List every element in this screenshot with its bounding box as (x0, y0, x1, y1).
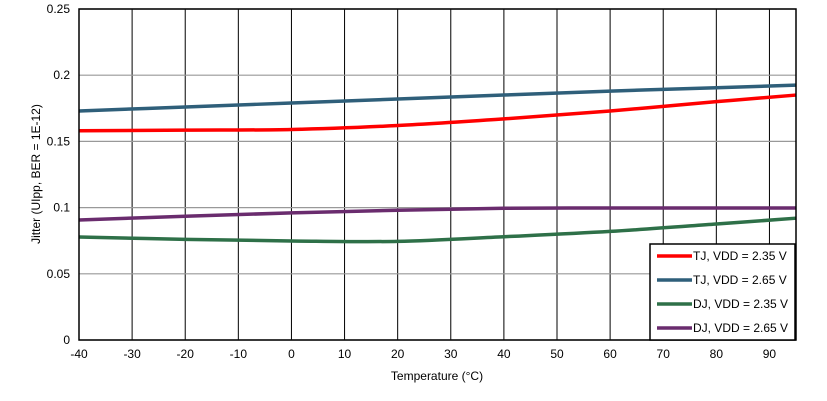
x-tick-label: 50 (550, 347, 564, 361)
y-tick-label: 0.15 (47, 134, 71, 148)
tick-labels: -40 -30 -20 -10 0 10 20 30 40 50 60 70 80 90 0 0.05 0.1 0… (47, 2, 777, 361)
x-tick-label: 90 (763, 347, 777, 361)
x-tick-label: 70 (657, 347, 671, 361)
x-tick-label: -20 (177, 347, 195, 361)
plot-frame (78, 8, 797, 341)
x-tick-label: 30 (444, 347, 458, 361)
x-tick-label: 20 (391, 347, 405, 361)
legend: TJ, VDD = 2.35 V TJ, VDD = 2.65 V DJ, VDD … (649, 243, 796, 341)
legend-box (649, 243, 796, 341)
y-tick-label: 0.1 (53, 201, 70, 215)
legend-label: DJ, VDD = 2.35 V (693, 297, 788, 311)
x-tick-label: -30 (123, 347, 141, 361)
legend-label: DJ, VDD = 2.65 V (693, 321, 788, 335)
legend-label: TJ, VDD = 2.35 V (693, 249, 787, 263)
y-tick-label: 0 (63, 333, 70, 347)
series-lines (78, 83, 797, 244)
legend-label: TJ, VDD = 2.65 V (693, 273, 787, 287)
x-tick-label: -10 (230, 347, 248, 361)
x-tick-label: 0 (288, 347, 295, 361)
x-tick-label: 40 (497, 347, 511, 361)
x-axis-label: Temperature (°C) (391, 369, 483, 383)
x-tick-label: 10 (338, 347, 352, 361)
y-tick-label: 0.25 (47, 2, 71, 16)
x-tick-label: 80 (710, 347, 724, 361)
y-tick-label: 0.2 (53, 68, 70, 82)
x-tick-label: -40 (70, 347, 88, 361)
x-tick-label: 60 (603, 347, 617, 361)
series-line-2 (78, 216, 797, 244)
series-line-0 (78, 93, 797, 133)
y-tick-label: 0.05 (47, 267, 71, 281)
series-line-3 (78, 206, 796, 222)
series-line-1 (78, 83, 797, 113)
y-axis-label: Jitter (UIpp, BER = 1E-12) (29, 104, 43, 244)
